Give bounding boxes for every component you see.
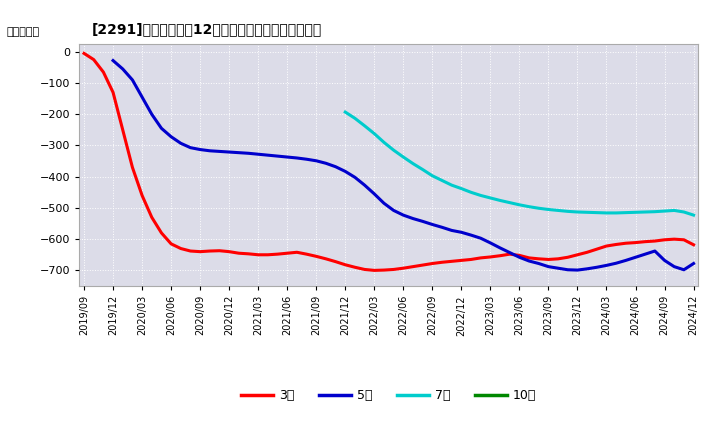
7年 (467, 190, 475, 195)
7年 (525, 204, 534, 209)
5年 (109, 58, 117, 63)
7年 (370, 131, 379, 136)
3年 (689, 242, 698, 247)
7年 (379, 140, 388, 145)
3年 (80, 51, 89, 56)
7年 (486, 195, 495, 201)
7年 (689, 213, 698, 218)
7年 (670, 208, 678, 213)
7年 (641, 209, 649, 215)
7年 (438, 178, 446, 183)
5年 (621, 258, 630, 263)
3年 (428, 261, 436, 266)
7年 (621, 210, 630, 215)
7年 (457, 186, 466, 191)
3年 (390, 267, 398, 272)
5年 (225, 150, 233, 155)
3年 (370, 268, 379, 273)
3年 (331, 259, 340, 264)
3年 (157, 230, 166, 235)
7年 (351, 116, 359, 121)
5年 (312, 158, 320, 163)
7年 (573, 209, 582, 215)
7年 (399, 154, 408, 160)
7年 (496, 198, 505, 203)
Y-axis label: （百万円）: （百万円） (7, 27, 40, 37)
Line: 3年: 3年 (84, 53, 693, 271)
7年 (505, 200, 514, 205)
7年 (447, 183, 456, 188)
7年 (515, 202, 523, 207)
7年 (360, 123, 369, 128)
5年 (573, 268, 582, 273)
5年 (244, 150, 253, 156)
3年 (477, 255, 485, 260)
7年 (390, 147, 398, 153)
7年 (409, 161, 418, 166)
7年 (602, 210, 611, 216)
7年 (534, 205, 543, 211)
7年 (341, 110, 350, 115)
3年 (486, 254, 495, 260)
7年 (593, 210, 601, 215)
7年 (631, 210, 640, 215)
7年 (544, 207, 553, 212)
Line: 7年: 7年 (346, 112, 693, 215)
Line: 5年: 5年 (113, 61, 693, 270)
7年 (564, 209, 572, 214)
7年 (428, 173, 436, 178)
7年 (660, 209, 669, 214)
7年 (477, 193, 485, 198)
7年 (418, 167, 427, 172)
5年 (689, 261, 698, 266)
7年 (582, 210, 591, 215)
5年 (457, 230, 466, 235)
7年 (554, 208, 562, 213)
Legend: 3年, 5年, 7年, 10年: 3年, 5年, 7年, 10年 (236, 384, 541, 407)
7年 (651, 209, 660, 214)
7年 (680, 209, 688, 215)
5年 (418, 219, 427, 224)
Text: [2291]　当期純利益12か月移動合計の平均値の推移: [2291] 当期純利益12か月移動合計の平均値の推移 (91, 22, 322, 36)
7年 (612, 210, 621, 216)
